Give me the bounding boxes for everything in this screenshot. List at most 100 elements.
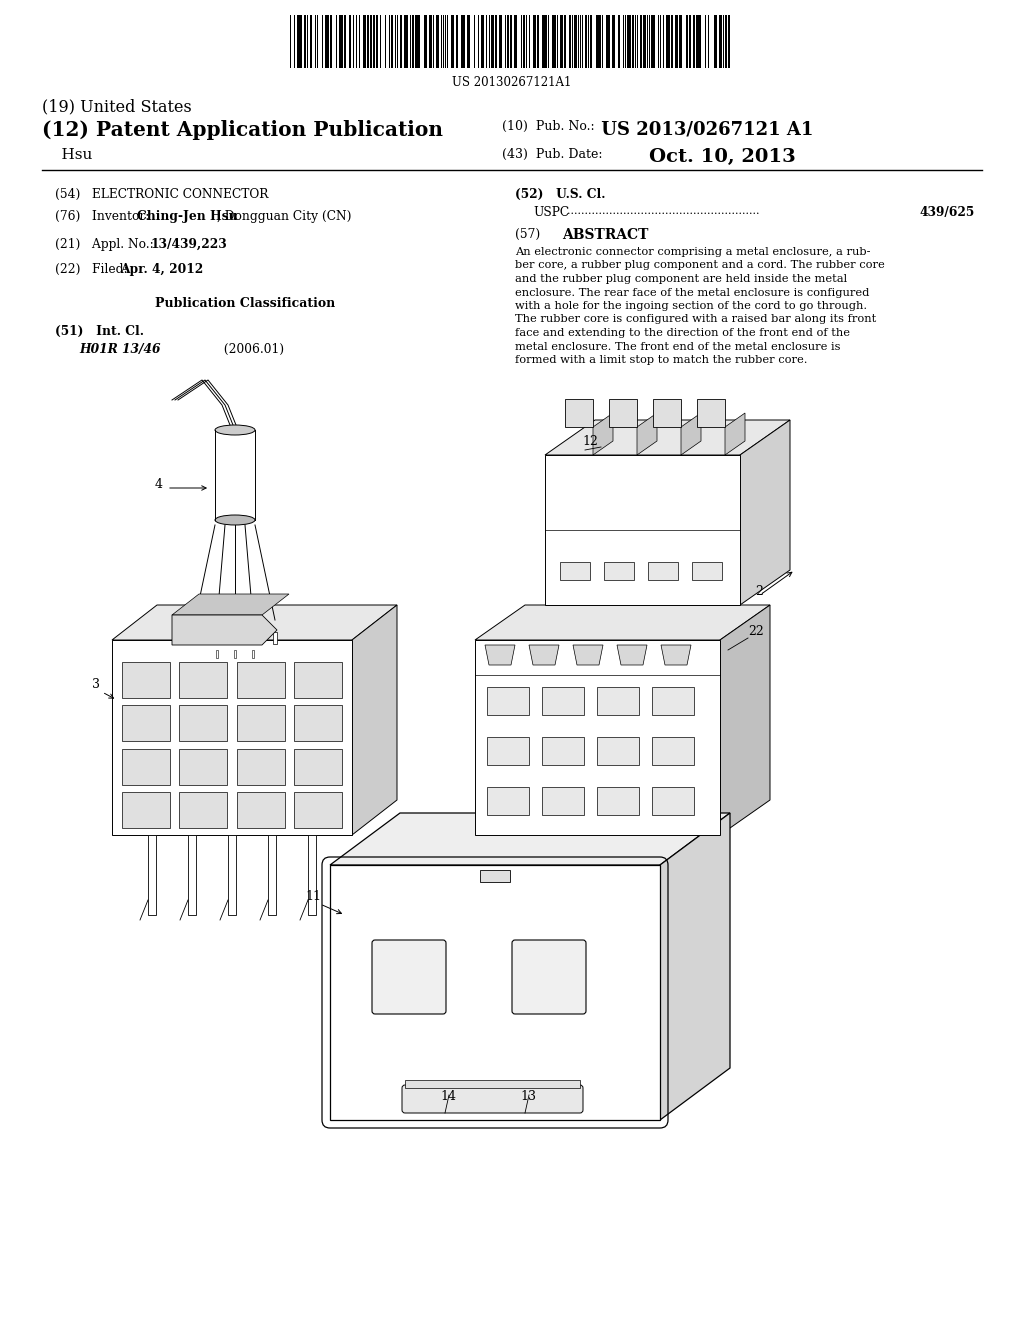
Bar (596, 15, 601, 69)
Bar (689, 15, 691, 69)
Polygon shape (545, 455, 740, 605)
Text: .......................................................: ........................................… (567, 206, 760, 216)
Ellipse shape (215, 515, 255, 525)
Bar (193, 632, 197, 644)
Bar (122, 748, 170, 784)
Bar (179, 705, 227, 742)
Bar (339, 15, 343, 69)
Bar (696, 15, 701, 69)
Bar (604, 562, 634, 579)
Bar (597, 737, 639, 766)
Text: (51)   Int. Cl.: (51) Int. Cl. (55, 325, 144, 338)
Bar (686, 15, 688, 69)
Polygon shape (112, 605, 397, 640)
Polygon shape (475, 605, 770, 640)
Bar (237, 705, 285, 742)
Polygon shape (660, 813, 730, 1119)
Text: (10)  Pub. No.:: (10) Pub. No.: (502, 120, 595, 133)
Text: Oct. 10, 2013: Oct. 10, 2013 (595, 148, 796, 166)
Bar (542, 737, 584, 766)
Text: 2: 2 (755, 585, 763, 598)
Bar (148, 836, 156, 915)
Text: 3: 3 (92, 678, 100, 690)
Polygon shape (725, 413, 745, 455)
Bar (268, 836, 276, 915)
Bar (295, 792, 342, 828)
Bar (325, 15, 329, 69)
Polygon shape (330, 865, 660, 1119)
Bar (542, 686, 584, 715)
Polygon shape (172, 615, 278, 645)
Bar (499, 15, 502, 69)
Text: USPC: USPC (534, 206, 569, 219)
Text: , Dongguan City (CN): , Dongguan City (CN) (217, 210, 351, 223)
Bar (653, 399, 681, 426)
Bar (612, 15, 615, 69)
Bar (122, 663, 170, 698)
Text: formed with a limit stop to match the rubber core.: formed with a limit stop to match the ru… (515, 355, 808, 366)
Bar (308, 836, 316, 915)
Bar (391, 15, 393, 69)
Bar (179, 792, 227, 828)
Text: (43)  Pub. Date:: (43) Pub. Date: (502, 148, 602, 161)
Bar (234, 649, 236, 657)
Bar (537, 15, 539, 69)
Polygon shape (637, 413, 657, 455)
Bar (295, 663, 342, 698)
Bar (451, 15, 454, 69)
Text: The rubber core is configured with a raised bar along its front: The rubber core is configured with a rai… (515, 314, 877, 325)
Ellipse shape (215, 425, 255, 436)
Bar (569, 15, 571, 69)
Bar (310, 15, 312, 69)
Bar (188, 836, 196, 915)
Bar (295, 705, 342, 742)
Polygon shape (352, 605, 397, 836)
Bar (510, 15, 512, 69)
Bar (480, 870, 510, 882)
Text: (12) Patent Application Publication: (12) Patent Application Publication (42, 120, 443, 140)
Text: 13/439,223: 13/439,223 (150, 238, 226, 251)
Bar (514, 15, 517, 69)
Bar (367, 15, 369, 69)
Bar (252, 649, 254, 657)
Bar (671, 15, 673, 69)
Bar (237, 663, 285, 698)
Bar (467, 15, 470, 69)
Bar (461, 15, 465, 69)
Text: US 20130267121A1: US 20130267121A1 (453, 77, 571, 88)
Text: H01R 13/46: H01R 13/46 (79, 343, 161, 356)
Text: enclosure. The rear face of the metal enclosure is configured: enclosure. The rear face of the metal en… (515, 288, 869, 297)
Bar (495, 15, 497, 69)
Bar (632, 15, 634, 69)
Polygon shape (485, 645, 515, 665)
Bar (487, 737, 529, 766)
Bar (560, 562, 590, 579)
Text: Ching-Jen Hsu: Ching-Jen Hsu (137, 210, 238, 223)
Bar (564, 15, 566, 69)
Bar (675, 15, 678, 69)
Bar (330, 15, 332, 69)
Bar (719, 15, 722, 69)
Bar (714, 15, 717, 69)
Bar (179, 663, 227, 698)
Bar (233, 632, 237, 644)
Bar (481, 15, 484, 69)
Bar (487, 686, 529, 715)
Bar (692, 562, 722, 579)
Polygon shape (662, 645, 691, 665)
Polygon shape (573, 645, 603, 665)
Bar (456, 15, 458, 69)
Bar (725, 15, 727, 69)
Bar (370, 15, 372, 69)
Bar (412, 15, 414, 69)
Text: face and extending to the direction of the front end of the: face and extending to the direction of t… (515, 327, 850, 338)
Bar (429, 15, 432, 69)
Bar (666, 15, 670, 69)
Bar (415, 15, 420, 69)
Polygon shape (740, 420, 790, 605)
Text: (52)   U.S. Cl.: (52) U.S. Cl. (515, 187, 605, 201)
Bar (648, 562, 678, 579)
Polygon shape (529, 645, 559, 665)
Bar (507, 15, 509, 69)
Bar (400, 15, 402, 69)
